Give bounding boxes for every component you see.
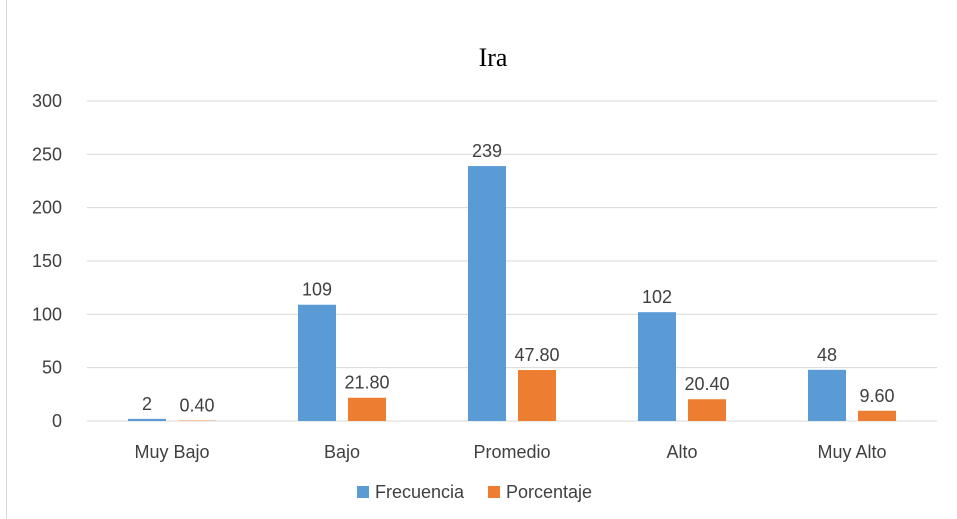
- y-tick-label: 300: [32, 91, 62, 111]
- bar-porcentaje: [688, 399, 726, 421]
- y-tick-label: 0: [52, 411, 62, 431]
- y-tick-label: 150: [32, 251, 62, 271]
- legend-swatch-porcentaje: [488, 486, 500, 498]
- bar-frecuencia: [128, 418, 166, 421]
- y-tick-label: 50: [42, 358, 62, 378]
- bar-porcentaje: [858, 410, 896, 421]
- data-label: 109: [302, 280, 332, 300]
- legend-swatch-frecuencia: [357, 486, 369, 498]
- chart-frame: [6, 0, 957, 519]
- gridlines: [87, 100, 937, 422]
- x-category-label: Bajo: [324, 442, 360, 462]
- data-label: 239: [472, 141, 502, 161]
- y-axis-ticks: 0 50 100 150 200 250 300: [32, 91, 62, 431]
- data-label: 21.80: [344, 373, 389, 393]
- y-tick-label: 100: [32, 304, 62, 324]
- bars: [128, 166, 896, 421]
- x-axis-categories: Muy Bajo Bajo Promedio Alto Muy Alto: [134, 442, 886, 462]
- y-tick-label: 250: [32, 144, 62, 164]
- data-label: 48: [817, 345, 837, 365]
- legend-label-frecuencia: Frecuencia: [375, 482, 465, 502]
- bar-frecuencia: [468, 166, 506, 421]
- chart-title: Ira: [479, 43, 508, 72]
- y-tick-label: 200: [32, 198, 62, 218]
- bar-porcentaje: [348, 397, 386, 421]
- x-category-label: Muy Bajo: [134, 442, 209, 462]
- legend-label-porcentaje: Porcentaje: [506, 482, 592, 502]
- data-label: 0.40: [179, 396, 214, 416]
- data-label: 47.80: [514, 345, 559, 365]
- data-label: 20.40: [684, 374, 729, 394]
- data-label: 102: [642, 287, 672, 307]
- legend: Frecuencia Porcentaje: [357, 482, 592, 502]
- bar-frecuencia: [638, 312, 676, 421]
- x-category-label: Muy Alto: [817, 442, 886, 462]
- x-category-label: Promedio: [473, 442, 550, 462]
- bar-frecuencia: [808, 369, 846, 421]
- bar-porcentaje: [518, 370, 556, 421]
- data-label: 9.60: [859, 386, 894, 406]
- data-label: 2: [142, 394, 152, 414]
- bar-frecuencia: [298, 304, 336, 421]
- x-category-label: Alto: [666, 442, 697, 462]
